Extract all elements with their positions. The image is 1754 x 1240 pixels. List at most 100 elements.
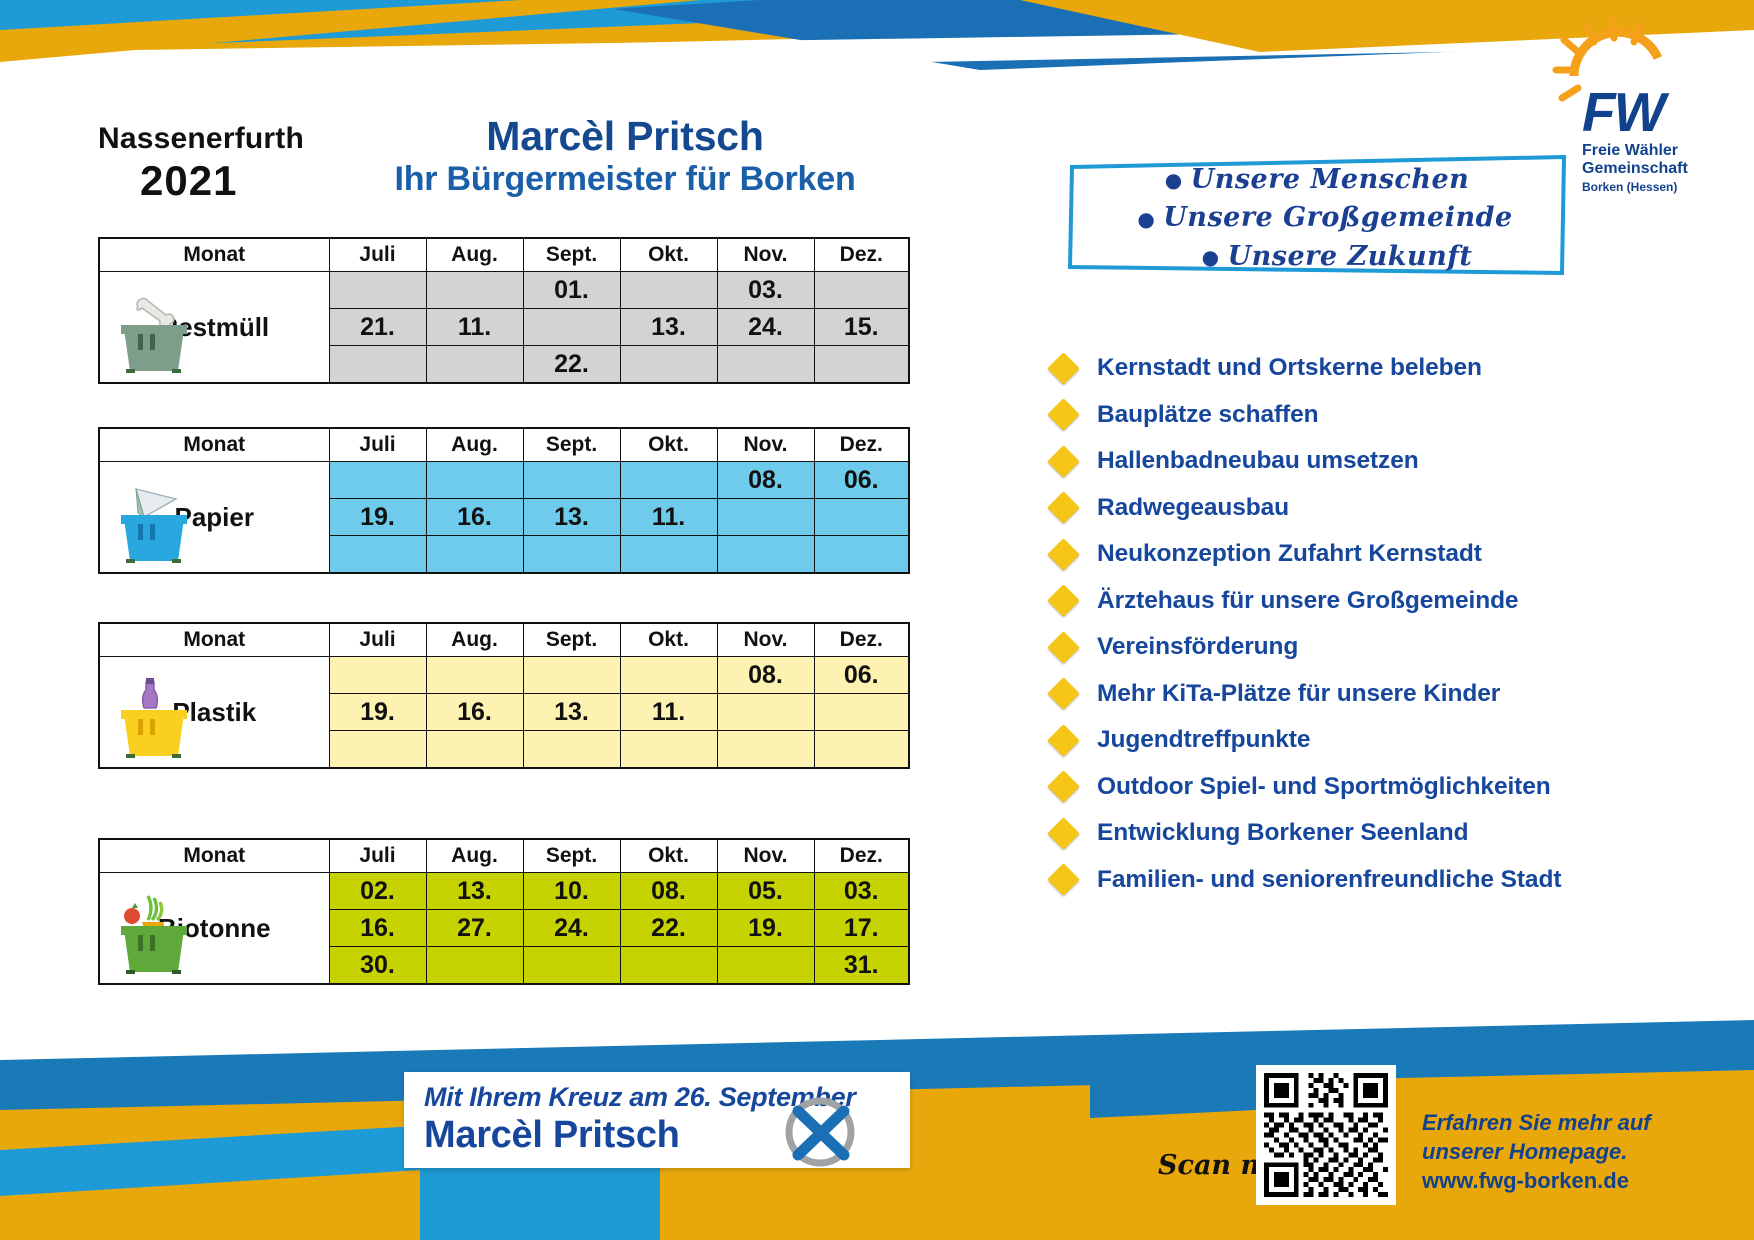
top-left-decoration bbox=[0, 0, 760, 62]
date-cell: 13. bbox=[425, 872, 524, 910]
diamond-bullet-icon bbox=[1047, 723, 1080, 757]
vote-callout-box: Mit Ihrem Kreuz am 26. September Marcèl … bbox=[404, 1072, 910, 1168]
date-cell: 03. bbox=[716, 271, 815, 309]
point-text: Neukonzeption Zufahrt Kernstadt bbox=[1097, 540, 1482, 568]
date-cell: 02. bbox=[328, 872, 427, 910]
list-item: Outdoor Spiel- und Sportmöglichkeiten bbox=[1047, 764, 1712, 811]
date-cell bbox=[813, 693, 910, 731]
date-cell bbox=[619, 656, 718, 694]
point-text: Bauplätze schaffen bbox=[1097, 400, 1319, 428]
date-cell bbox=[522, 308, 621, 346]
logo-line-1: Freie Wähler bbox=[1582, 142, 1679, 159]
date-cell bbox=[813, 345, 910, 384]
column-header: Dez. bbox=[813, 622, 910, 657]
bullet-dot: ● bbox=[1137, 206, 1156, 231]
date-cell: 21. bbox=[328, 308, 427, 346]
date-cell: 17. bbox=[813, 909, 910, 947]
column-header: Sept. bbox=[522, 427, 621, 462]
date-cell: 03. bbox=[813, 872, 910, 910]
date-cell: 06. bbox=[813, 656, 910, 694]
program-points-list: Kernstadt und Ortskerne beleben Bauplätz… bbox=[1047, 345, 1712, 904]
list-item: Familien- und seniorenfreundliche Stadt bbox=[1047, 857, 1712, 904]
waste-table-papier: Monat Juli Aug. Sept. Okt. Nov. Dez. bbox=[98, 427, 910, 574]
bottle-icon bbox=[142, 678, 158, 709]
table-row: Papier 08. 06. bbox=[98, 461, 910, 574]
bin-cell-biotonne: Biotonne bbox=[98, 872, 330, 985]
vote-candidate-name: Marcèl Pritsch bbox=[424, 1114, 680, 1156]
slogan-text: Unsere Großgemeinde bbox=[1163, 202, 1513, 234]
column-header: Dez. bbox=[813, 838, 910, 873]
column-header: Nov. bbox=[716, 427, 815, 462]
date-cell: 13. bbox=[522, 693, 621, 731]
date-cell: 10. bbox=[522, 872, 621, 910]
date-cell bbox=[425, 946, 524, 985]
diamond-bullet-icon bbox=[1047, 491, 1080, 525]
column-header: Juli bbox=[328, 237, 427, 272]
date-cell: 22. bbox=[522, 345, 621, 384]
date-cell bbox=[328, 271, 427, 309]
list-item: Entwicklung Borkener Seenland bbox=[1047, 810, 1712, 857]
date-cell: 05. bbox=[716, 872, 815, 910]
table-row bbox=[99, 535, 910, 574]
table-row: Plastik 08. 06. bbox=[98, 656, 910, 769]
column-header: Nov. bbox=[716, 838, 815, 873]
date-cell bbox=[522, 946, 621, 985]
column-header: Okt. bbox=[619, 622, 718, 657]
column-header: Sept. bbox=[522, 237, 621, 272]
qr-code[interactable] bbox=[1256, 1065, 1396, 1205]
date-cell bbox=[619, 946, 718, 985]
date-cell bbox=[813, 498, 910, 536]
point-text: Vereinsförderung bbox=[1097, 633, 1299, 661]
date-cell bbox=[522, 535, 621, 574]
date-cell bbox=[716, 730, 815, 769]
date-cell bbox=[425, 271, 524, 309]
column-header: Aug. bbox=[425, 622, 524, 657]
column-header: Nov. bbox=[716, 237, 815, 272]
date-cell bbox=[522, 461, 621, 499]
slogan-box: ● Unsere Menschen ● Unsere Großgemeinde ● U… bbox=[1068, 155, 1566, 279]
date-cell bbox=[813, 730, 910, 769]
diamond-bullet-icon bbox=[1047, 584, 1080, 618]
homepage-url[interactable]: www.fwg-borken.de bbox=[1422, 1168, 1629, 1194]
bin-icon-biotonne bbox=[108, 882, 200, 974]
date-cell: 24. bbox=[522, 909, 621, 947]
date-cell: 31. bbox=[813, 946, 910, 985]
date-cell: 13. bbox=[522, 498, 621, 536]
place-name: Nassenerfurth bbox=[98, 122, 304, 155]
list-item: Kernstadt und Ortskerne beleben bbox=[1047, 345, 1712, 392]
list-item: Jugendtreffpunkte bbox=[1047, 717, 1712, 764]
date-cell: 08. bbox=[619, 872, 718, 910]
fw-logo: FW Freie Wähler Gemeinschaft Borken (Hes… bbox=[1538, 18, 1734, 194]
date-cell: 24. bbox=[716, 308, 815, 346]
date-cell bbox=[425, 345, 524, 384]
diamond-bullet-icon bbox=[1047, 537, 1080, 571]
list-item: Bauplätze schaffen bbox=[1047, 392, 1712, 439]
diamond-bullet-icon bbox=[1047, 630, 1080, 664]
date-cell: 27. bbox=[425, 909, 524, 947]
sun-icon bbox=[1552, 18, 1663, 102]
bone-icon bbox=[136, 297, 175, 329]
table-row: 16. 27. 24. 22. 19. 17. bbox=[99, 909, 910, 947]
date-cell bbox=[328, 730, 427, 769]
slogan-text: Unsere Menschen bbox=[1190, 164, 1470, 195]
point-text: Outdoor Spiel- und Sportmöglichkeiten bbox=[1097, 772, 1551, 800]
column-header: Juli bbox=[328, 427, 427, 462]
date-cell bbox=[619, 535, 718, 574]
list-item: Hallenbadneubau umsetzen bbox=[1047, 438, 1712, 485]
table-row: 19. 16. 13. 11. bbox=[99, 498, 910, 536]
date-cell bbox=[716, 693, 815, 731]
date-cell bbox=[328, 345, 427, 384]
point-text: Kernstadt und Ortskerne beleben bbox=[1097, 354, 1482, 382]
column-header: Aug. bbox=[425, 838, 524, 873]
date-cell: 19. bbox=[716, 909, 815, 947]
column-header: Monat bbox=[98, 237, 330, 272]
logo-initials: FW bbox=[1582, 81, 1666, 143]
date-cell bbox=[716, 345, 815, 384]
diamond-bullet-icon bbox=[1047, 444, 1080, 478]
column-header: Dez. bbox=[813, 427, 910, 462]
logo-line-2: Gemeinschaft bbox=[1582, 160, 1688, 177]
date-cell: 06. bbox=[813, 461, 910, 499]
table-header-row: Monat Juli Aug. Sept. Okt. Nov. Dez. bbox=[98, 427, 910, 462]
column-header: Juli bbox=[328, 838, 427, 873]
slogan-item: ● Unsere Zukunft bbox=[1068, 238, 1566, 276]
